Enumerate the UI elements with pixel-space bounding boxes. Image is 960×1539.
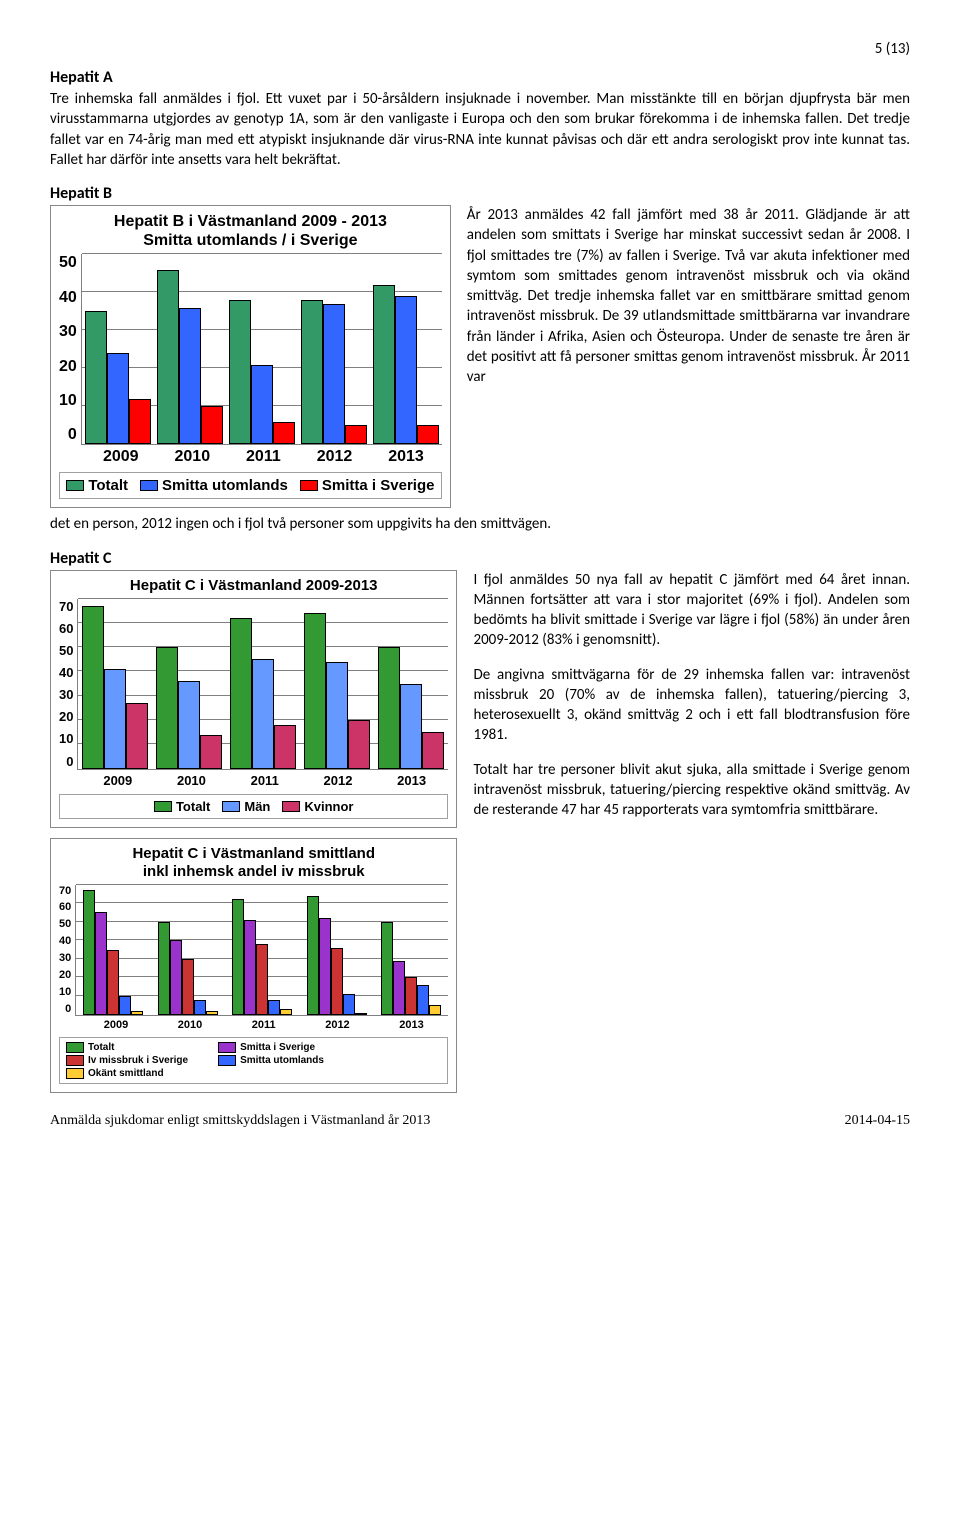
hepatit-b-trailing-text: det en person, 2012 ingen och i fjol två… bbox=[50, 514, 910, 534]
hepatit-c-text-1: I fjol anmäldes 50 nya fall av hepatit C… bbox=[473, 570, 910, 651]
hepatit-c-chart-1: Hepatit C i Västmanland 2009-20137060504… bbox=[50, 570, 457, 828]
hepatit-c-chart-2: Hepatit C i Västmanland smittlandinkl in… bbox=[50, 838, 457, 1093]
hepatit-b-side-text: År 2013 anmäldes 42 fall jämfört med 38 … bbox=[467, 205, 910, 387]
hepatit-a-title: Hepatit A bbox=[50, 68, 910, 87]
footer-left: Anmälda sjukdomar enligt smittskyddslage… bbox=[50, 1113, 430, 1129]
hepatit-b-chart: Hepatit B i Västmanland 2009 - 2013Smitt… bbox=[50, 205, 451, 508]
hepatit-a-text: Tre inhemska fall anmäldes i fjol. Ett v… bbox=[50, 89, 910, 170]
hepatit-c-text-2: De angivna smittvägarna för de 29 inhems… bbox=[473, 665, 910, 746]
hepatit-c-title: Hepatit C bbox=[50, 549, 910, 568]
footer-right: 2014-04-15 bbox=[845, 1113, 910, 1129]
hepatit-b-title: Hepatit B bbox=[50, 184, 910, 203]
hepatit-c-text-3: Totalt har tre personer blivit akut sjuk… bbox=[473, 760, 910, 821]
page-number: 5 (13) bbox=[50, 40, 910, 58]
